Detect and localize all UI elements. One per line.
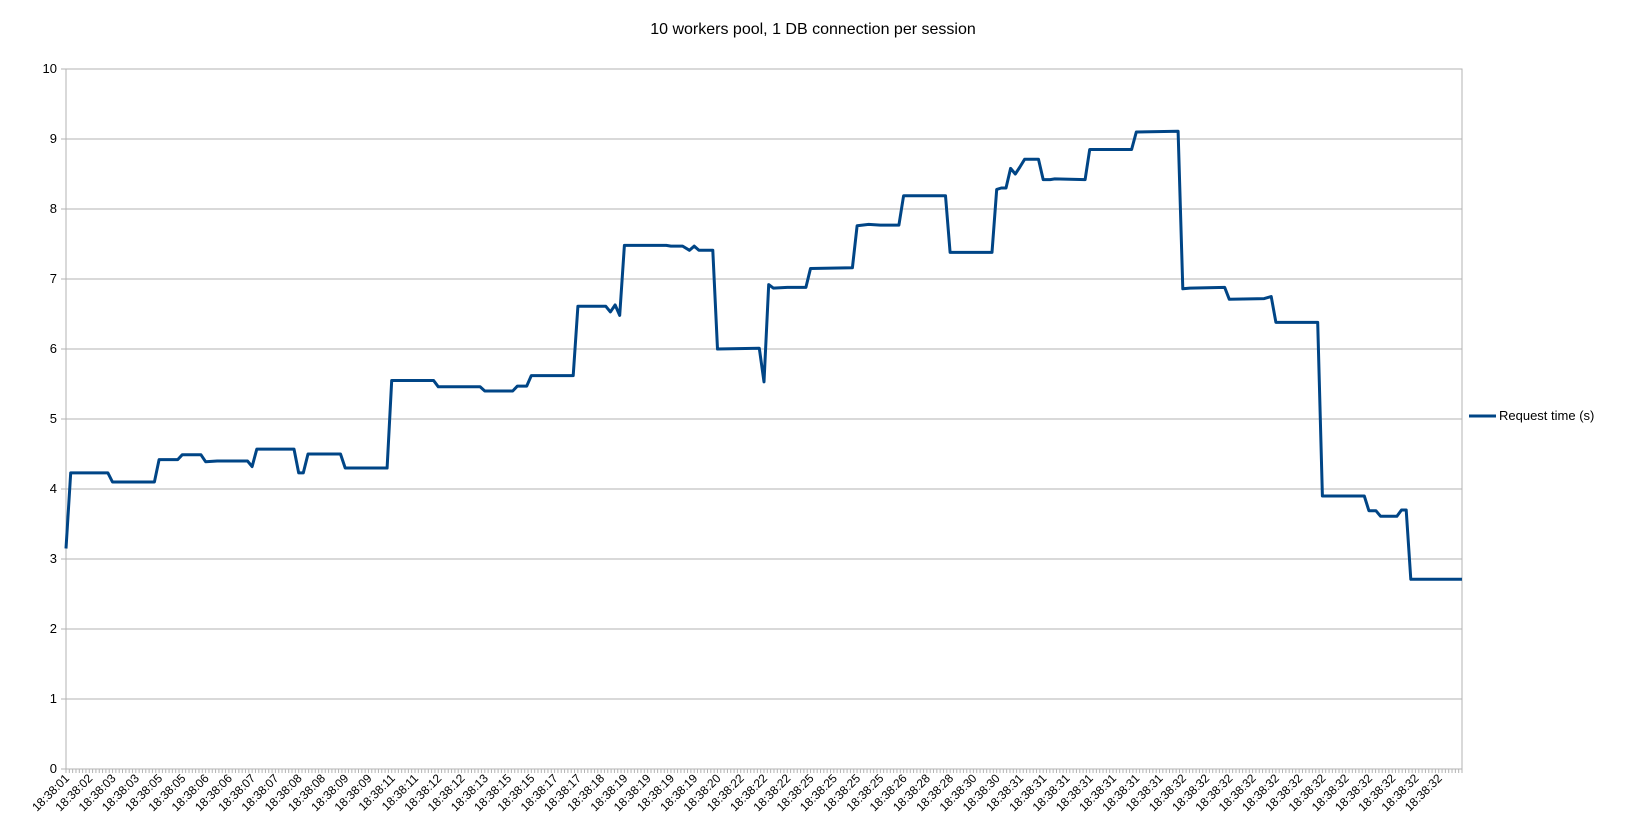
y-tick-label: 6 (50, 341, 57, 356)
y-tick-label: 8 (50, 201, 57, 216)
legend: Request time (s) (1469, 408, 1594, 423)
series-line-request-time (64, 129, 1462, 581)
gridlines (66, 68, 1462, 770)
y-tick-label: 4 (50, 481, 57, 496)
y-tick-label: 5 (50, 411, 57, 426)
y-tick-label: 2 (50, 621, 57, 636)
x-axis-ticks: 18:38:0118:38:0218:38:0318:38:0318:38:05… (29, 769, 1463, 814)
y-tick-label: 7 (50, 271, 57, 286)
y-axis-ticks: 0 1 2 3 4 5 6 7 8 9 10 (43, 61, 66, 776)
y-tick-label: 3 (50, 551, 57, 566)
chart-title: 10 workers pool, 1 DB connection per ses… (650, 21, 976, 38)
y-tick-label: 0 (50, 761, 57, 776)
series-layer (64, 129, 1462, 581)
y-tick-label: 9 (50, 131, 57, 146)
y-tick-label: 10 (43, 61, 57, 76)
legend-label-request-time: Request time (s) (1499, 408, 1594, 423)
y-tick-label: 1 (50, 691, 57, 706)
